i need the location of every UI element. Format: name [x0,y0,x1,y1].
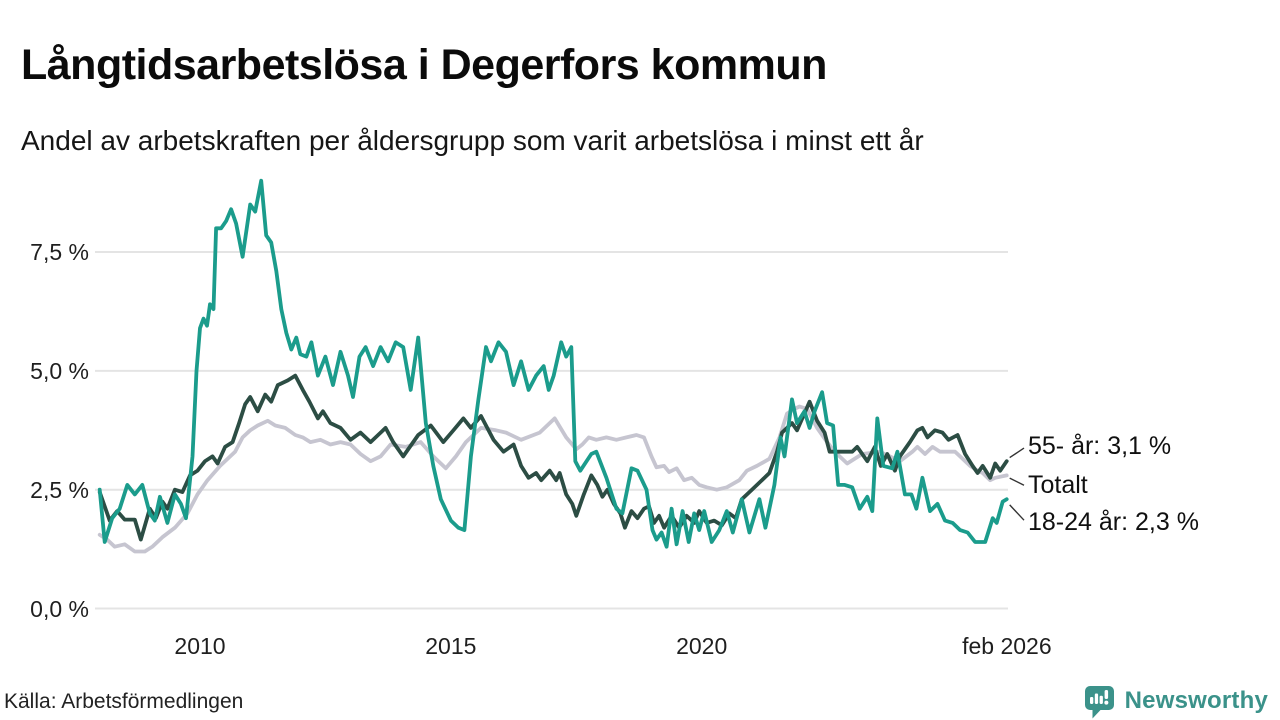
x-axis-tick-2010: 2010 [174,633,226,659]
y-axis-tick-7-5: 7,5 % [30,239,89,266]
series-line-55plus [97,373,1009,542]
y-axis-tick-2-5: 2,5 % [30,476,89,503]
label-connector [1009,447,1025,459]
series-label-18-24: 18-24 år: 2,3 % [1028,508,1199,536]
series-label-55-plus: 55- år: 3,1 % [1028,432,1172,460]
y-axis-tick-5-0: 5,0 % [30,357,89,384]
x-axis-tick-2015: 2015 [425,633,477,659]
page-title: Långtidsarbetslösa i Degerfors kommun [21,40,827,89]
series-line-18-24 [97,178,1009,549]
newsworthy-wordmark: Newsworthy [1124,687,1268,714]
series-label-total: Totalt [1028,471,1088,499]
x-axis-tick-2020: 2020 [676,633,728,659]
y-axis-tick-0-0: 0,0 % [30,595,89,622]
newsworthy-logo: Newsworthy [1082,683,1268,719]
chart-subtitle: Andel av arbetskraften per åldersgrupp s… [21,125,924,156]
label-connector [1009,504,1025,521]
source-note: Källa: Arbetsförmedlingen [4,690,244,713]
newsworthy-icon [1084,686,1114,719]
label-connector [1009,477,1025,486]
x-axis-tick-feb-2026: feb 2026 [962,633,1052,659]
